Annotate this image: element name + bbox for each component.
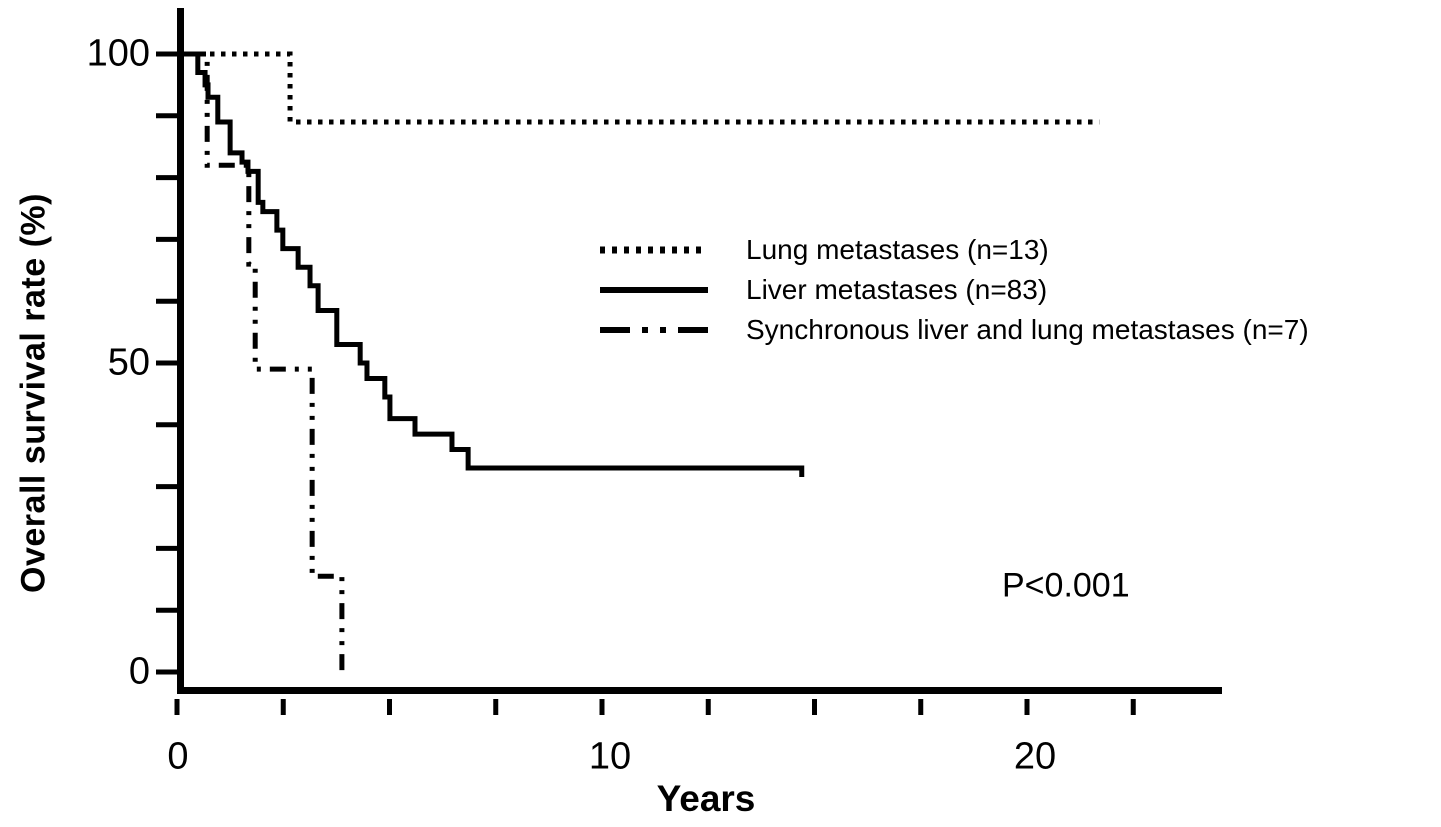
x-tick-label-20: 20 [1013,735,1057,778]
x-tick-label-0: 0 [167,735,189,778]
y-tick-label-0: 0 [128,650,150,693]
legend-item-synchronous: Synchronous liver and lung metastases (n… [600,310,1309,350]
survival-curve-0 [177,51,1100,125]
legend-item-liver: Liver metastases (n=83) [600,270,1309,310]
legend-item-lung: Lung metastases (n=13) [600,230,1309,270]
legend-label-liver: Liver metastases (n=83) [746,274,1048,305]
axes [156,8,1222,715]
dotted-line-swatch-icon [600,246,708,254]
survival-curves [177,51,1100,672]
solid-line-swatch-icon [600,287,708,293]
chart-legend: Lung metastases (n=13) Liver metastases … [600,230,1309,350]
survival-curve-1 [177,51,805,478]
x-tick-label-10: 10 [588,735,632,778]
dash-dot-dot-line-swatch-icon [600,327,708,333]
y-tick-label-100: 100 [86,32,150,75]
y-axis-title: Overall survival rate (%) [14,193,53,593]
legend-label-lung: Lung metastases (n=13) [746,234,1049,265]
x-axis-title: Years [656,778,756,819]
legend-label-synchronous: Synchronous liver and lung metastases (n… [746,314,1309,345]
p-value-annotation: P<0.001 [1002,566,1130,605]
survival-curve-2 [177,51,345,672]
y-tick-label-50: 50 [107,341,150,384]
